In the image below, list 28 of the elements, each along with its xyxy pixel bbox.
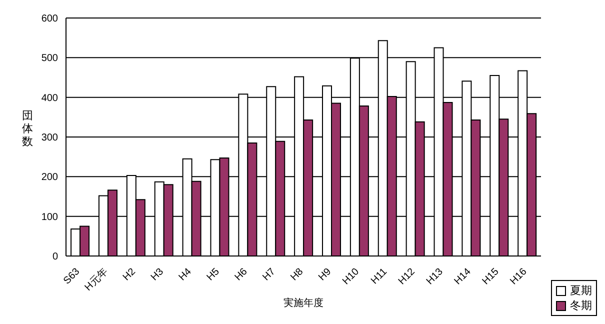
x-tick-label: H15 [480,266,502,288]
x-axis-title: 実施年度 [284,297,324,309]
x-tick-label: S63 [62,266,82,287]
x-tick-label: H12 [396,266,418,288]
legend-label: 夏期 [570,284,592,298]
x-tick-label: H2 [121,266,138,284]
y-tick-label: 400 [41,92,58,104]
x-tick-label: H9 [316,266,334,284]
x-tick-label: H16 [508,266,530,288]
x-tick-label: H11 [369,266,390,287]
y-axis-title: 団体数 [22,110,33,148]
y-tick-label: 200 [41,172,58,184]
y-tick-label: 100 [41,212,58,223]
x-tick-label: H8 [288,266,306,284]
x-tick-label: H3 [149,266,166,284]
x-tick-label: H5 [204,266,222,284]
x-tick-label: H13 [424,266,446,288]
y-tick-label: 0 [52,252,58,263]
legend-label: 冬期 [570,299,592,313]
x-tick-label: H元年 [82,266,110,294]
x-tick-label: H7 [260,266,278,284]
y-tick-label: 300 [41,132,58,144]
x-tick-label: H6 [232,266,250,284]
x-tick-label: H10 [340,266,362,288]
y-tick-label: 500 [41,53,58,64]
y-tick-label: 600 [41,14,58,25]
x-tick-label: H4 [177,266,194,284]
x-tick-label: H14 [452,266,474,288]
